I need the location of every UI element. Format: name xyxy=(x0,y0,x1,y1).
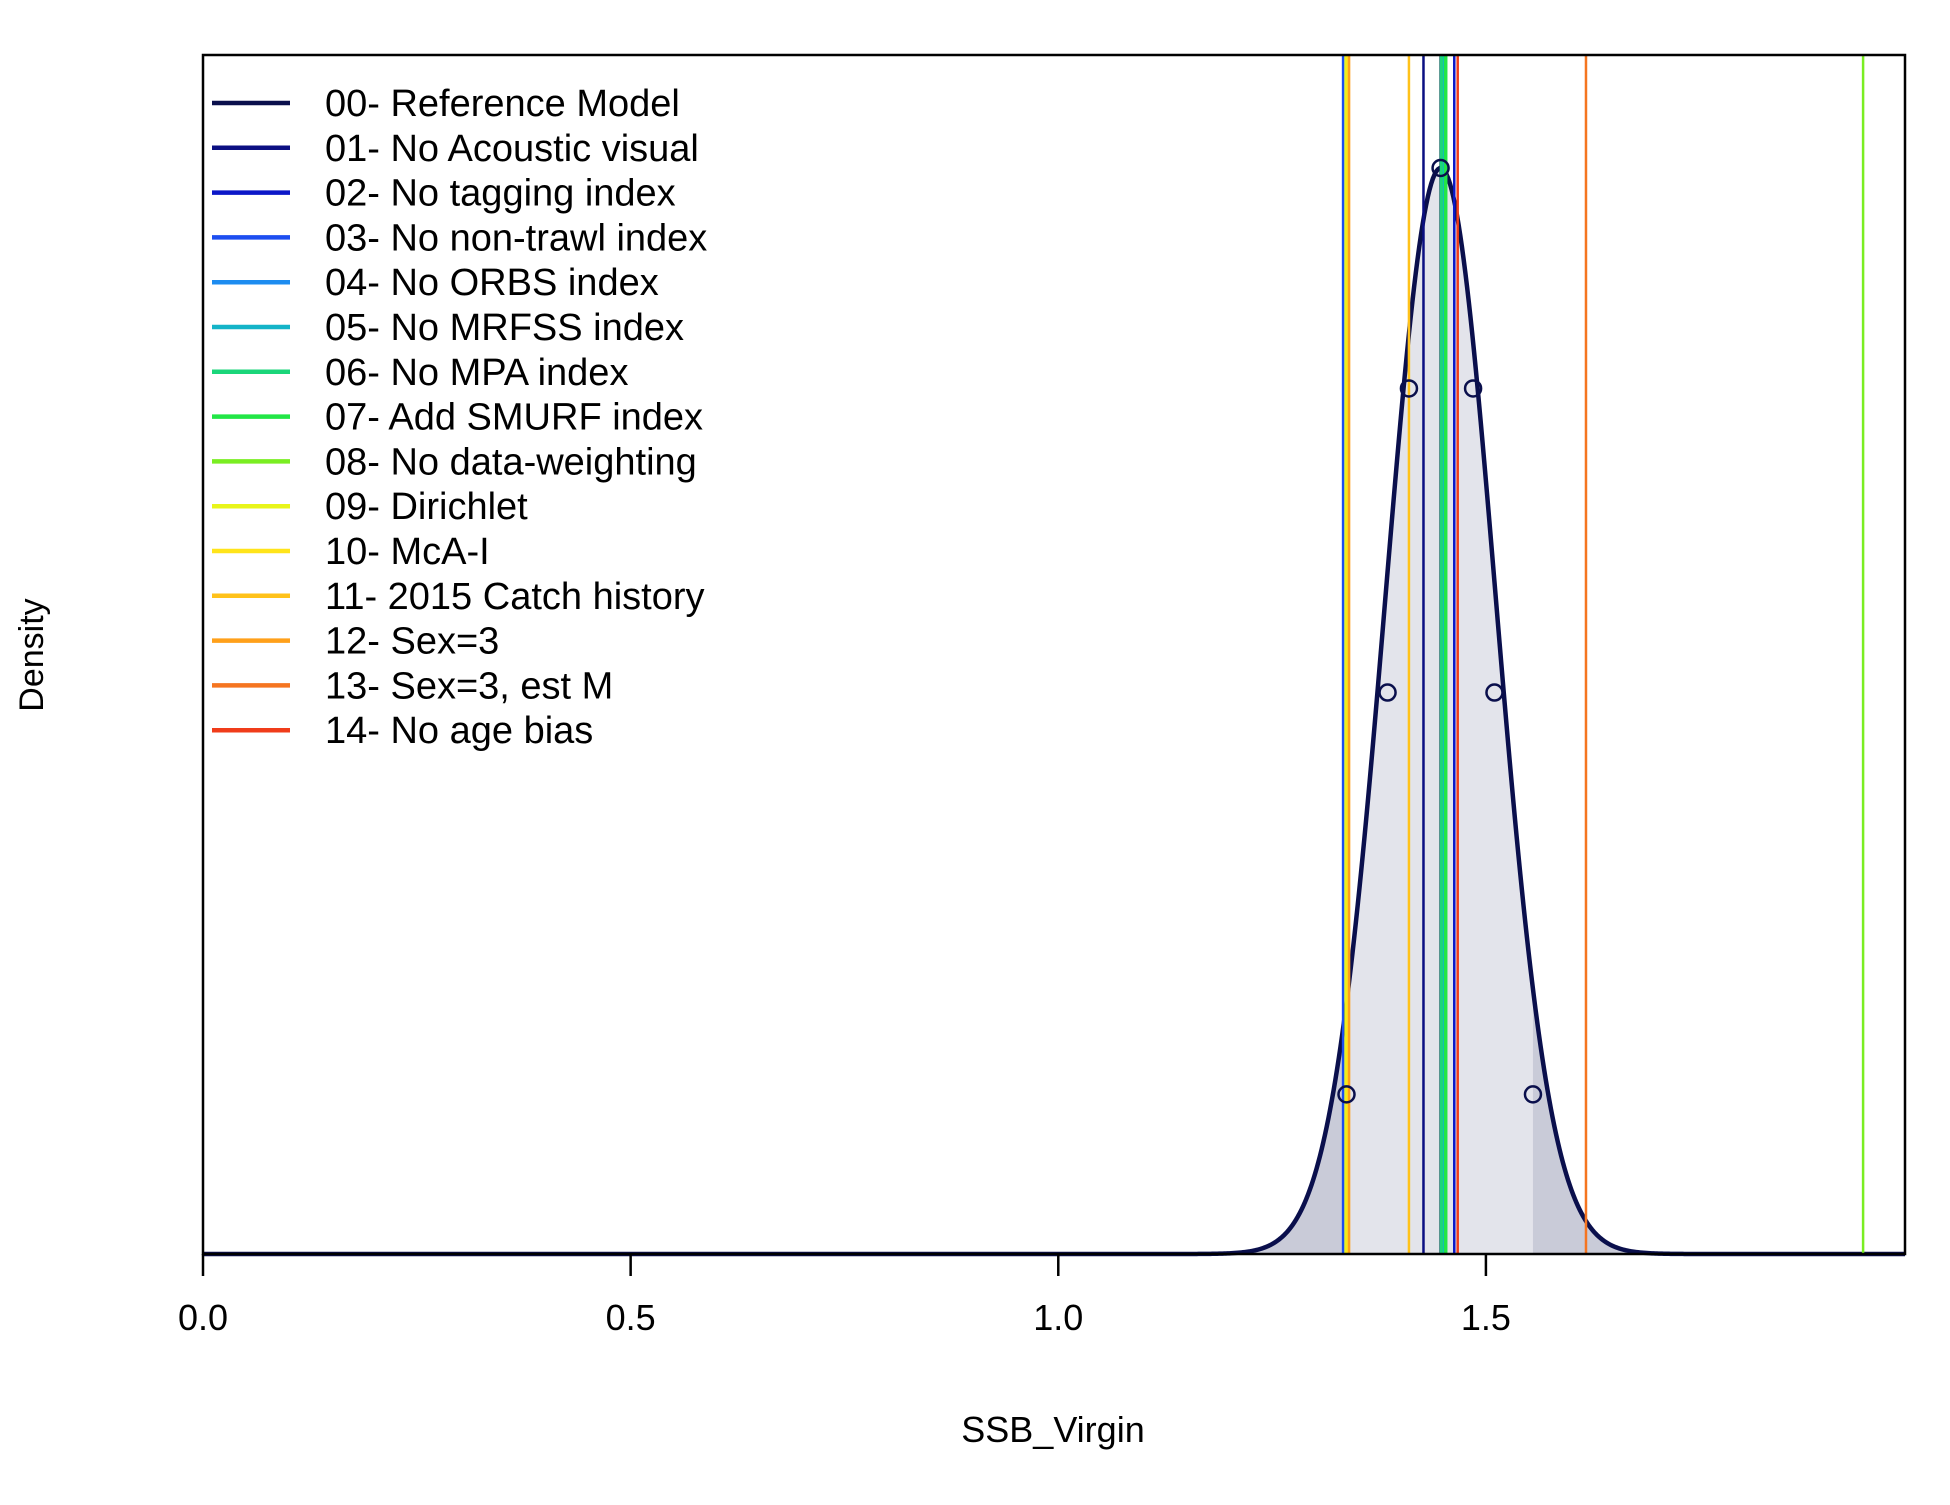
x-tick-label-3: 1.5 xyxy=(1461,1297,1511,1338)
legend-label-07: 07- Add SMURF index xyxy=(325,397,703,439)
legend-label-12: 12- Sex=3 xyxy=(325,621,499,663)
legend-label-01: 01- No Acoustic visual xyxy=(325,128,699,170)
x-axis: 0.0 0.5 1.0 1.5 xyxy=(178,1254,1511,1338)
marker-point-4 xyxy=(1463,379,1483,398)
marker-point-3 xyxy=(1431,158,1450,178)
legend-label-09: 09- Dirichlet xyxy=(325,486,528,528)
x-tick-label-1: 0.5 xyxy=(606,1297,656,1338)
legend-label-00: 00- Reference Model xyxy=(325,83,680,125)
marker-point-1 xyxy=(1378,683,1397,702)
legend-label-14: 14- No age bias xyxy=(325,710,593,752)
legend-label-13: 13- Sex=3, est M xyxy=(325,665,613,707)
legend-label-11: 11- 2015 Catch history xyxy=(325,576,705,618)
x-tick-label-0: 0.0 xyxy=(178,1297,228,1338)
density-interval-fill xyxy=(1343,168,1533,1254)
marker-points-layer xyxy=(1337,158,1543,1104)
legend-label-08: 08- No data-weighting xyxy=(325,441,697,483)
legend-label-02: 02- No tagging index xyxy=(325,173,676,215)
legend-label-05: 05- No MRFSS index xyxy=(325,307,684,349)
x-axis-label: SSB_Virgin xyxy=(961,1409,1144,1450)
legend-label-10: 10- McA-I xyxy=(325,531,490,573)
y-axis-label: Density xyxy=(13,598,51,711)
legend-label-04: 04- No ORBS index xyxy=(325,262,659,304)
marker-point-2 xyxy=(1399,379,1419,398)
model-lines-layer xyxy=(1341,55,1865,1254)
plot-frame xyxy=(201,53,1907,1256)
marker-point-5 xyxy=(1485,683,1504,702)
legend-label-03: 03- No non-trawl index xyxy=(325,217,707,259)
x-tick-label-2: 1.0 xyxy=(1033,1297,1083,1338)
marker-point-0 xyxy=(1337,1085,1356,1104)
legend-label-06: 06- No MPA index xyxy=(325,352,628,394)
marker-point-6 xyxy=(1523,1085,1543,1104)
